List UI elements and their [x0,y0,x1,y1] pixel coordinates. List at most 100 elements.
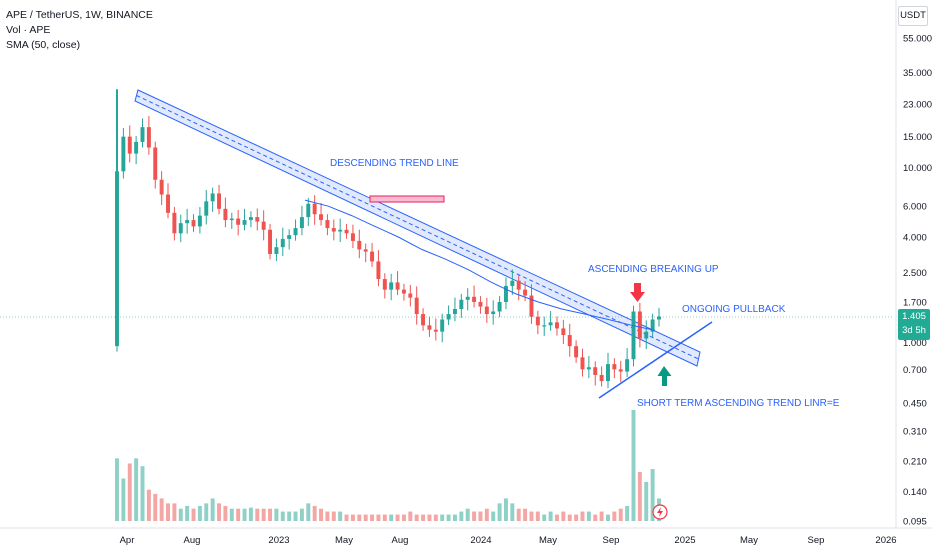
candle-body [446,314,451,320]
volume-bar [478,511,483,521]
volume-bar [166,503,170,521]
volume-bar [376,514,381,521]
volume-bar [548,511,553,521]
volume-bar [185,505,190,521]
volume-bar [344,514,349,521]
volume-bar [140,466,145,521]
volume-bar [440,514,445,521]
price-tick-label: 0.095 [903,517,927,528]
candle-body [497,301,502,312]
volume-bar [593,514,598,521]
volume-bar [338,511,343,521]
candle-body [574,346,579,358]
price-tick-label: 55.000 [903,34,932,45]
candle-body [644,331,649,339]
candle-body [465,296,470,300]
volume-bar [370,514,375,521]
candle-body [229,218,234,221]
currency-unit-button[interactable]: USDT [898,6,928,26]
candle-body [248,217,253,221]
candle-body [503,285,508,302]
volume-bar [306,503,311,521]
volume-bar [293,511,298,521]
candle-body [287,235,292,239]
price-tick-label: 0.140 [903,487,927,498]
candle-body [134,141,139,154]
volume-bar [574,514,579,521]
time-tick-label: 2023 [268,535,289,546]
volume-bar [357,514,362,521]
volume-bar [497,503,502,521]
candle-body [370,251,375,262]
volume-bar [523,508,528,521]
candle-body [414,297,419,315]
legend-volume[interactable]: Vol · APE [6,24,51,36]
volume-bar [446,514,451,521]
candle-body [529,295,534,317]
annotation-text: DESCENDING TREND LINE [330,158,459,169]
volume-bar [427,514,432,521]
volume-bar [421,514,426,521]
candle-body [299,217,304,229]
candle-body [178,223,183,234]
time-tick-label: Sep [603,535,620,546]
candle-body [606,364,610,382]
volume-bar [204,503,209,521]
volume-bar [465,508,470,521]
candle-body [459,299,464,309]
candle-body [491,311,496,315]
volume-bar [331,511,336,521]
annotation-text: ASCENDING BREAKING UP [588,264,719,275]
candle-body [631,311,636,360]
candle-body [274,247,279,254]
candle-body [210,193,215,202]
volume-bar [280,511,285,521]
candle-body [350,233,355,241]
volume-bar [401,514,406,521]
candle-body [140,127,145,142]
legend-symbol[interactable]: APE / TetherUS, 1W, BINANCE [6,9,153,21]
candle-body [421,314,426,326]
volume-bar [529,511,534,521]
volume-bar [134,458,139,521]
volume-bar [274,508,279,521]
volume-bar [503,498,508,521]
volume-bar [606,514,610,521]
volume-bar [261,508,266,521]
volume-bar [287,511,292,521]
candle-body [306,203,311,218]
bar-countdown-label: 3d 5h [902,325,926,336]
candle-body [586,367,591,370]
chart-legend: APE / TetherUS, 1W, BINANCE Vol · APE SM… [6,8,153,53]
candle-body [312,203,317,215]
up-arrow-icon [657,366,672,386]
candle-body [567,335,572,347]
candle-body [452,308,457,315]
volume-bar [363,514,368,521]
candle-body [401,289,406,294]
candle-body [261,221,266,230]
volume-bar [197,505,202,521]
price-tick-label: 35.000 [903,68,932,79]
time-tick-label: Apr [120,535,135,546]
time-tick-label: May [335,535,353,546]
trend-channel-band [134,89,701,367]
volume-bar [452,514,457,521]
candle-body [554,322,559,329]
volume-bar [459,511,464,521]
candle-body [338,229,343,232]
candle-body [185,220,190,224]
volume-bar [382,514,387,521]
time-tick-label: May [740,535,758,546]
candle-body [319,214,324,221]
candle-body [376,261,381,280]
price-tick-label: 15.000 [903,132,932,143]
volume-bar [229,508,234,521]
current-price-badge: 1.405 3d 5h [898,309,930,340]
candle-body [542,325,547,327]
legend-sma[interactable]: SMA (50, close) [6,39,81,51]
candle-body [561,328,566,336]
volume-bar [580,511,585,521]
